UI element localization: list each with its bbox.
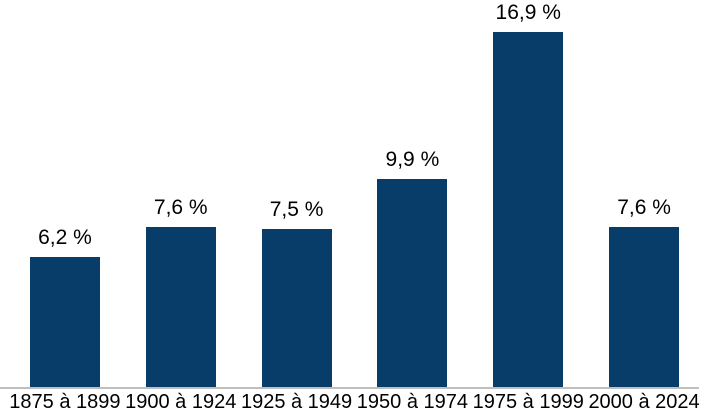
x-axis-labels: 1875 à 1899 1900 à 1924 1925 à 1949 1950 à … bbox=[7, 391, 702, 413]
bar-group: 9,9 % bbox=[354, 148, 470, 387]
bar bbox=[145, 227, 216, 387]
bar bbox=[377, 179, 448, 387]
bar-group: 7,6 % bbox=[123, 196, 239, 387]
x-axis-label: 1900 à 1924 bbox=[125, 391, 237, 413]
bar bbox=[609, 227, 680, 387]
bar-group: 7,5 % bbox=[239, 198, 355, 387]
bar-value-label: 7,5 % bbox=[269, 197, 324, 221]
bar-value-label: 9,9 % bbox=[385, 147, 440, 171]
bar-value-label: 7,6 % bbox=[153, 195, 208, 219]
x-axis-line bbox=[0, 387, 699, 389]
x-axis-label: 2000 à 2024 bbox=[588, 391, 700, 413]
bar bbox=[493, 32, 564, 387]
x-axis-label: 1950 à 1974 bbox=[356, 391, 469, 413]
bar bbox=[29, 257, 100, 387]
bar-value-label: 7,6 % bbox=[617, 195, 671, 219]
bar-value-label: 6,2 % bbox=[38, 225, 92, 249]
bar-group: 7,6 % bbox=[586, 196, 702, 387]
x-axis-label: 1875 à 1899 bbox=[9, 391, 121, 413]
bar bbox=[261, 229, 332, 387]
bar-group: 6,2 % bbox=[7, 226, 123, 387]
x-axis-label: 1975 à 1999 bbox=[472, 391, 584, 413]
plot-area: 6,2 % 7,6 % 7,5 % 9,9 % 16,9 % 7,6 % bbox=[0, 0, 702, 389]
bar-value-label: 16,9 % bbox=[495, 0, 561, 24]
bar-columns: 6,2 % 7,6 % 7,5 % 9,9 % 16,9 % 7,6 % bbox=[7, 0, 702, 387]
bar-group: 16,9 % bbox=[470, 1, 586, 387]
x-axis-label: 1925 à 1949 bbox=[240, 391, 353, 413]
